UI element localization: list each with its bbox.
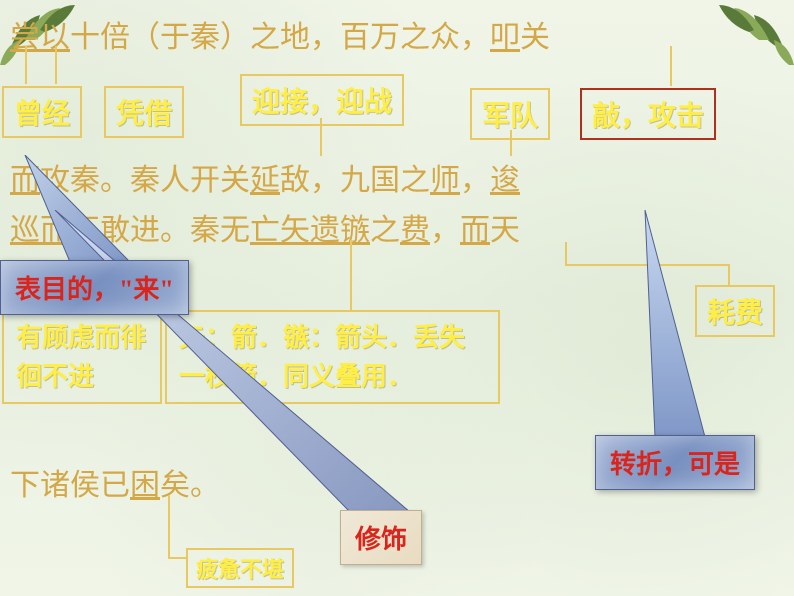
text-l1d: 关 <box>520 21 550 54</box>
arrow-v-8 <box>168 495 170 557</box>
text-line-4: 下诸侯已困矣。 <box>10 460 220 504</box>
word-kou: 叩 <box>490 21 520 54</box>
word-qun: 逡 <box>490 164 520 197</box>
text-line-3: 巡而不敢进。秦无亡矢遗镞之费，而天 <box>10 205 520 249</box>
box-haofei: 耗费 <box>695 285 775 337</box>
callout-zhuanzhe-text: 转折，可是 <box>595 435 755 490</box>
text-l3c: 不敢进。秦无 <box>70 214 250 247</box>
word-er-2: 而 <box>40 214 70 247</box>
callout-zhuanzhe: 转折，可是 <box>595 435 755 490</box>
box-pibei: 疲惫不堪 <box>186 548 294 588</box>
arrow-v-7a <box>565 242 567 264</box>
text-l3g: ， <box>430 214 460 247</box>
word-chang-yi: 尝以 <box>10 21 70 54</box>
word-shi: 师 <box>430 164 460 197</box>
word-er-1: 而 <box>10 164 40 197</box>
text-l1b: 十倍（于秦）之地，百万之众， <box>70 21 490 54</box>
arrow-v-2 <box>55 46 57 84</box>
word-wangshi: 亡矢遗镞 <box>250 214 370 247</box>
box-cengjing: 曾经 <box>2 86 82 138</box>
arrow-v-6 <box>350 240 352 310</box>
word-yan: 延 <box>250 164 280 197</box>
arrow-h-8 <box>168 557 186 559</box>
callout-xiushi: 修饰 <box>340 510 422 565</box>
text-l2f: ， <box>460 164 490 197</box>
arrow-v-7c <box>728 264 730 286</box>
text-l3i: 天 <box>490 214 520 247</box>
box-yingjie: 迎接，迎战 <box>240 74 404 126</box>
arrow-v-3 <box>320 118 322 156</box>
text-l4a: 下诸侯已 <box>10 469 130 502</box>
text-l3e: 之 <box>370 214 400 247</box>
word-kun: 困 <box>130 469 160 502</box>
box-youguly: 有顾虑而徘徊不进 <box>2 310 162 404</box>
text-l2b: 攻秦。秦人开关 <box>40 164 250 197</box>
box-qiao: 敲，攻击 <box>580 88 716 140</box>
word-xun: 巡 <box>10 214 40 247</box>
arrow-h-7b <box>565 264 730 266</box>
text-l2d: 敌，九国之 <box>280 164 430 197</box>
arrow-v-4 <box>510 130 512 156</box>
callout-xiushi-text: 修饰 <box>340 510 422 565</box>
box-pingjie: 凭借 <box>104 86 184 138</box>
text-line-1: 尝以十倍（于秦）之地，百万之众，叩关 <box>10 12 550 56</box>
arrow-v-1 <box>25 46 27 84</box>
text-line-2: 而攻秦。秦人开关延敌，九国之师，逡 <box>10 155 520 199</box>
word-fei: 费 <box>400 214 430 247</box>
callout-biaomudi: 表目的，"来" <box>0 260 189 315</box>
arrow-v-5 <box>670 46 672 86</box>
word-er-3: 而 <box>460 214 490 247</box>
callout-biaomudi-text: 表目的，"来" <box>0 260 189 315</box>
box-shijian: 矢：箭．镞：箭头．丢失一枝箭．同义叠用． <box>165 310 500 404</box>
leaf-decoration-tr <box>704 0 794 80</box>
